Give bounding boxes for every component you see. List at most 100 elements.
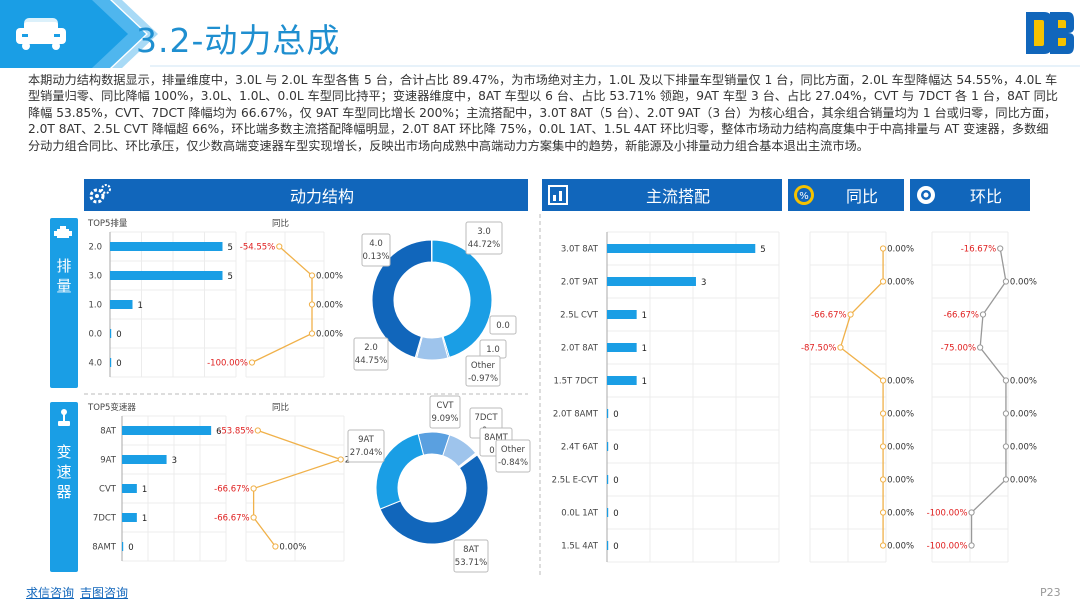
data-label: 6 — [216, 427, 221, 437]
section-header-yoy: % 同比 — [788, 179, 904, 211]
data-label: 0.00% — [887, 476, 914, 486]
data-point — [879, 476, 887, 483]
label-box — [465, 355, 501, 387]
data-point — [997, 245, 1004, 252]
ring-icon — [910, 179, 942, 211]
label-box — [465, 221, 503, 255]
data-label: 3 — [172, 456, 177, 466]
data-label: 0 — [613, 509, 618, 519]
footer-link-qiuxin[interactable]: 求信咨询 — [26, 586, 75, 600]
data-label: 0.00% — [316, 272, 343, 282]
data-label: -66.67% — [944, 311, 979, 321]
label-box — [353, 337, 389, 371]
bar — [607, 409, 609, 418]
bar-chart-icon — [542, 179, 574, 211]
slice-pct: 27.04% — [350, 448, 382, 458]
data-label: 1 — [642, 377, 647, 387]
series-line — [839, 248, 884, 546]
header-banner — [0, 0, 1080, 68]
data-label: 5 — [228, 243, 233, 253]
data-label: 0.00% — [316, 301, 343, 311]
section-header-combo: 主流搭配 — [542, 179, 782, 211]
data-label: 0 — [613, 476, 618, 486]
data-label: -87.50% — [801, 344, 836, 354]
data-point — [879, 245, 887, 252]
data-point — [1002, 410, 1010, 417]
tick-label: 8AT — [100, 427, 117, 437]
tick-label: 1.5T 7DCT — [554, 377, 599, 387]
slice-pct: 53.71% — [455, 558, 487, 568]
tick-label: 2.0 — [88, 243, 102, 253]
data-label: -100.00% — [207, 359, 248, 369]
slice-pct: 44.72% — [468, 240, 500, 250]
slice-pct: 9.09% — [431, 414, 458, 424]
data-label: -66.67% — [214, 485, 249, 495]
data-label: 0.00% — [316, 330, 343, 340]
data-label: -100.00% — [927, 509, 968, 519]
section-header-mom: 环比 — [910, 179, 1030, 211]
data-label: 5 — [760, 245, 765, 255]
slice-name: Other — [501, 445, 526, 455]
data-label: 0.00% — [1010, 410, 1037, 420]
data-label: 0 — [116, 330, 121, 340]
chart-title: TOP5排量 — [87, 218, 128, 229]
chart-title: 同比 — [272, 218, 289, 229]
gear-shift-icon — [58, 409, 70, 426]
data-label: 0.00% — [1010, 377, 1037, 387]
company-logo — [1026, 12, 1074, 54]
data-point — [254, 427, 261, 434]
tick-label: 2.0T 8AT — [561, 344, 599, 354]
bar — [122, 484, 137, 493]
bar — [607, 244, 756, 253]
slice-name: 2.0 — [364, 343, 378, 353]
slice-name: Other — [471, 361, 496, 371]
data-point — [1002, 443, 1010, 450]
gears-icon — [84, 179, 116, 211]
tick-label: 7DCT — [93, 514, 117, 524]
bar — [122, 455, 167, 464]
label-box — [429, 395, 461, 429]
slice-name: 8AT — [463, 545, 480, 555]
data-point — [879, 278, 887, 285]
data-point — [879, 509, 887, 516]
data-point — [837, 344, 844, 351]
data-label: 1 — [642, 344, 647, 354]
slice-pct: -0.84% — [498, 458, 528, 468]
data-label: 0.00% — [887, 509, 914, 519]
tick-label: 2.5L E-CVT — [552, 476, 599, 486]
slice-pct: 44.75% — [355, 356, 387, 366]
slice-name: 3.0 — [477, 227, 491, 237]
data-label: 0.00% — [279, 543, 306, 553]
tick-label: 2.0T 8AMT — [553, 410, 599, 420]
series-line — [251, 246, 313, 364]
data-point — [308, 301, 316, 308]
pie-slice — [371, 239, 433, 359]
data-label: 0.00% — [1010, 278, 1037, 288]
data-point — [847, 311, 854, 318]
footer-link-jitu[interactable]: 吉图咨询 — [80, 586, 129, 600]
footer-links: 求信咨询 吉图咨询 — [26, 584, 134, 601]
data-point — [1002, 476, 1010, 483]
bar — [607, 310, 637, 319]
tick-label: 2.4T 6AT — [561, 443, 599, 453]
bar — [110, 300, 133, 309]
tick-label: 0.0 — [88, 330, 102, 340]
page-number: P23 — [1040, 586, 1061, 599]
data-label: 0 — [613, 443, 618, 453]
section-label: 同比 — [845, 187, 878, 206]
data-label: -66.67% — [811, 311, 846, 321]
bar — [122, 542, 124, 551]
slice-name: 1.0 — [486, 345, 500, 355]
percent-icon: % — [788, 179, 820, 211]
data-label: 5 — [228, 272, 233, 282]
bar — [607, 376, 637, 385]
data-label: -75.00% — [941, 344, 976, 354]
data-label: 0 — [128, 543, 133, 553]
data-point — [879, 443, 887, 450]
slice-pct: 0.13% — [362, 252, 389, 262]
slice-name: 9AT — [358, 435, 375, 445]
summary-paragraph: 本期动力结构数据显示，排量维度中，3.0L 与 2.0L 车型各售 5 台，合计… — [28, 73, 1058, 153]
section-label: 环比 — [969, 187, 1002, 206]
label-box — [361, 233, 391, 267]
data-point — [248, 359, 256, 366]
